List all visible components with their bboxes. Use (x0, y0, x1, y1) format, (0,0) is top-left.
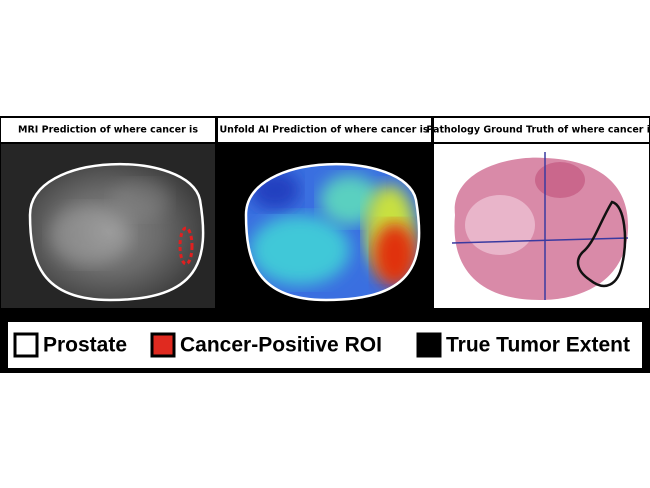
panel-title: Pathology Ground Truth of where cancer i… (426, 125, 650, 136)
legend-label: True Tumor Extent (446, 334, 630, 357)
title-cell (1, 118, 215, 142)
title-cell (434, 118, 649, 142)
ai-heatmap (218, 144, 431, 308)
legend (8, 322, 642, 368)
mri-image (1, 144, 215, 308)
legend-swatch (416, 332, 442, 358)
pathology-image (434, 144, 649, 308)
panel-title: Unfold AI Prediction of where cancer is (219, 125, 428, 136)
legend-label: Cancer-Positive ROI (180, 334, 382, 357)
legend-label: Prostate (43, 334, 127, 357)
legend-swatch (13, 332, 39, 358)
title-cell (218, 118, 431, 142)
legend-swatch (150, 332, 176, 358)
panel-title: MRI Prediction of where cancer is (18, 125, 198, 136)
